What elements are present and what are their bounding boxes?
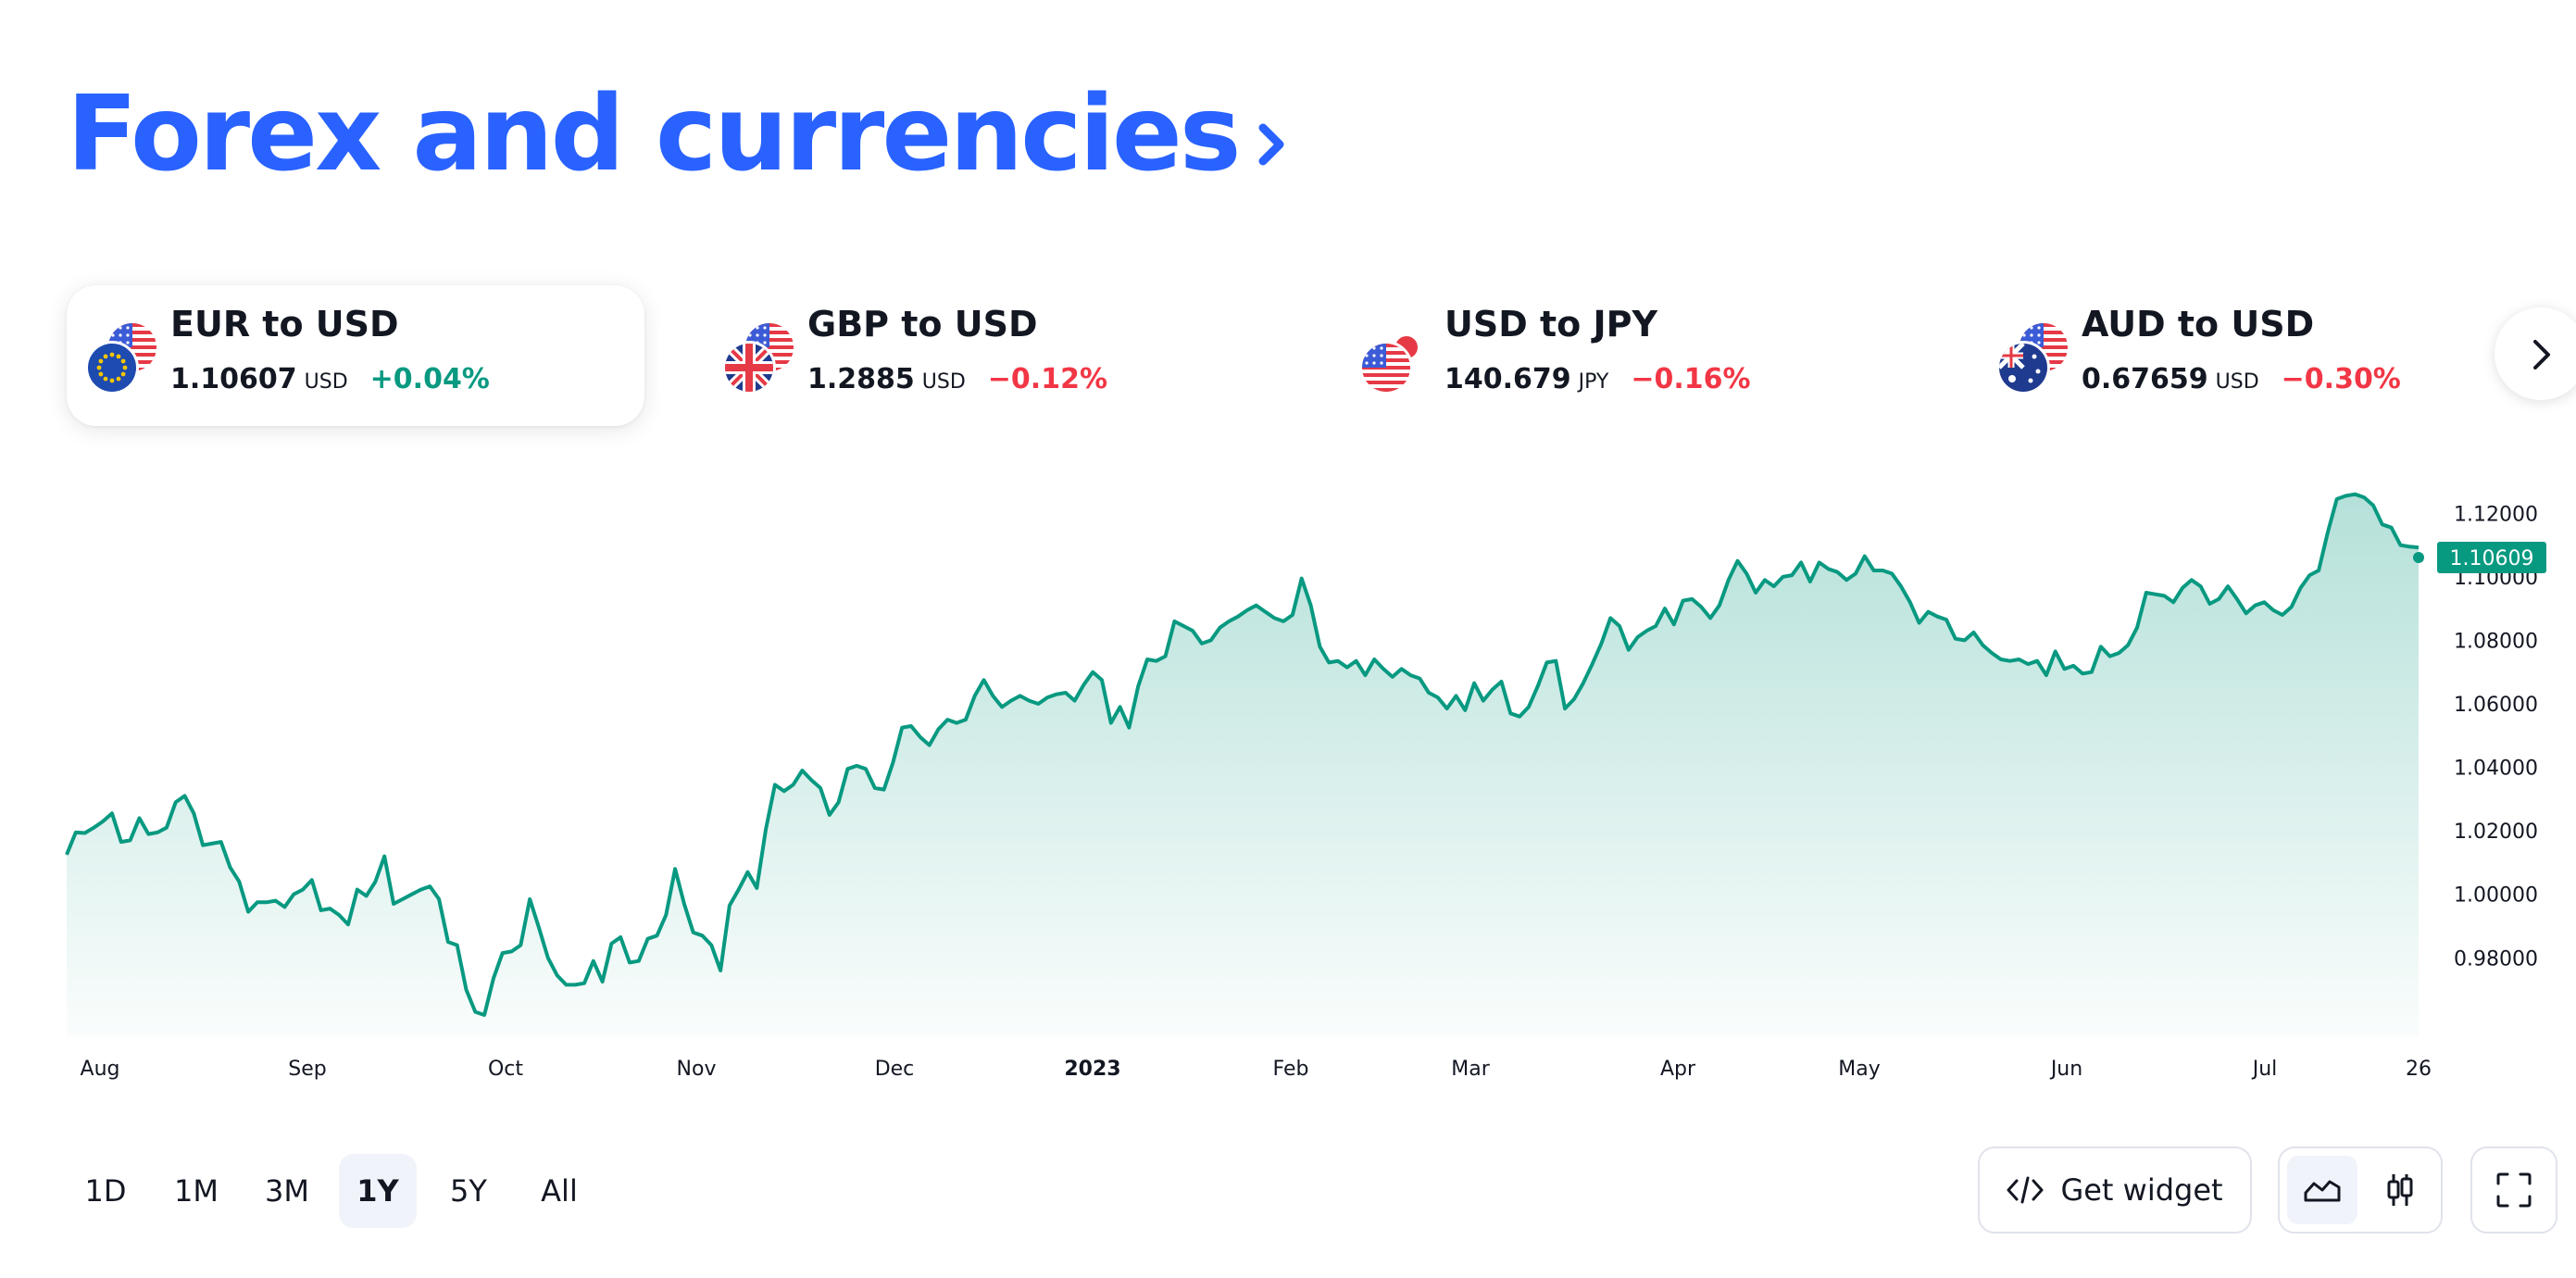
get-widget-button[interactable]: Get widget [1978,1146,2252,1234]
fullscreen-icon [2496,1172,2532,1208]
au-flag-icon [1996,341,2050,395]
ticker-unit: JPY [1578,370,1609,394]
section-title-link[interactable]: Forex and currencies [67,72,1300,196]
y-tick-label: 1.02000 [2454,821,2538,844]
candlestick-icon [2387,1174,2413,1206]
ticker-unit: USD [2215,370,2259,394]
ticker-card[interactable]: USD to JPY 140.679 JPY −0.16% [1341,285,1919,426]
x-tick-label: Mar [1451,1058,1490,1081]
x-tick-label: Jun [2049,1058,2082,1081]
x-axis: Aug Sep Oct Nov Dec 2023 Feb Mar Apr May Jun Jul 26 [81,1058,2432,1081]
range-button-5y[interactable]: 5Y [450,1173,487,1209]
area-chart-button[interactable] [2287,1156,2357,1224]
ticker-change: −0.30% [2281,363,2401,395]
ticker-quote: 1.2885 USD −0.12% [807,363,1107,395]
eu-flag-icon [85,341,139,395]
ticker-change: −0.16% [1631,363,1751,395]
chart-area [67,494,2419,1037]
ticker-quote: 1.10607 USD +0.04% [170,363,490,395]
uk-flag-icon [722,341,776,395]
ticker-change: −0.12% [987,363,1108,395]
us-flag-icon [1359,341,1413,395]
range-button-3m[interactable]: 3M [265,1173,309,1209]
chart-type-switch [2278,1146,2443,1234]
x-tick-label: May [1838,1058,1880,1081]
x-tick-label: Oct [488,1058,523,1081]
last-point [2413,552,2424,563]
x-tick-label: 26 [2406,1058,2432,1081]
last-price-label: 1.10609 [2450,547,2534,570]
chart-line-group [65,492,2420,1017]
x-tick-label: Feb [1273,1058,1309,1081]
range-button-all[interactable]: All [541,1173,578,1209]
code-icon [2007,1176,2044,1204]
ticker-price: 1.2885 [807,363,915,395]
ticker-pair: GBP to USD [807,304,1038,345]
ticker-change: +0.04% [369,363,490,395]
ticker-quote: 140.679 JPY −0.16% [1444,363,1751,395]
y-axis: 0.98000 1.00000 1.02000 1.04000 1.06000 1.080… [2454,503,2538,971]
y-tick-label: 1.06000 [2454,694,2538,717]
range-button-1m[interactable]: 1M [174,1173,219,1209]
ticker-card[interactable]: GBP to USD 1.2885 USD −0.12% [704,285,1282,426]
ticker-price: 140.679 [1444,363,1571,395]
last-price-marker: 1.10609 [2413,542,2546,573]
y-tick-label: 1.12000 [2454,503,2538,526]
candlestick-chart-button[interactable] [2365,1156,2435,1224]
x-tick-label: Apr [1660,1058,1696,1081]
get-widget-label: Get widget [2060,1172,2223,1208]
last-price-badge [2437,542,2546,573]
ticker-strip: EUR to USD 1.10607 USD +0.04% GBP to USD 1.28… [67,285,2576,433]
ticker-pair: USD to JPY [1444,304,1658,345]
ticker-pair: AUD to USD [2082,304,2315,345]
ticker-pair: EUR to USD [170,304,399,345]
y-tick-label: 1.04000 [2454,758,2538,781]
currency-flags [722,320,796,395]
page-title: Forex and currencies [67,74,1242,194]
ticker-price: 0.67659 [2082,363,2208,395]
x-tick-label: Dec [875,1058,915,1081]
area-chart-icon [2304,1180,2341,1202]
chevron-right-icon [2533,340,2550,370]
currency-flags [1996,320,2070,395]
price-chart[interactable]: 0.98000 1.00000 1.02000 1.04000 1.06000 1.080… [0,463,2576,1111]
ticker-card[interactable]: EUR to USD 1.10607 USD +0.04% [67,285,644,426]
currency-flags [1359,320,1433,395]
ticker-unit: USD [921,370,966,394]
range-button-1y[interactable]: 1Y [339,1154,417,1228]
ticker-quote: 0.67659 USD −0.30% [2082,363,2401,395]
area-fill [67,494,2419,1037]
ticker-price: 1.10607 [170,363,297,395]
currency-flags [85,320,159,395]
ticker-unit: USD [304,370,348,394]
next-tickers-button[interactable] [2495,307,2576,400]
x-tick-label: Nov [677,1058,717,1081]
y-tick-label: 1.00000 [2454,884,2538,908]
range-selector: 1D 1M 3M 1Y 5Y All [67,1154,598,1228]
ticker-card[interactable]: AUD to USD 0.67659 USD −0.30% [1978,285,2556,426]
price-line [65,492,2420,1017]
x-tick-label: Aug [81,1058,120,1081]
x-tick-label: Sep [288,1058,326,1081]
x-tick-label: 2023 [1064,1058,1120,1081]
fullscreen-button[interactable] [2470,1146,2557,1234]
y-tick-label: 1.08000 [2454,630,2538,653]
chevron-right-icon [1258,123,1284,166]
x-tick-label: Jul [2251,1058,2278,1081]
y-tick-label: 0.98000 [2454,947,2538,971]
range-button-1d[interactable]: 1D [84,1173,127,1209]
